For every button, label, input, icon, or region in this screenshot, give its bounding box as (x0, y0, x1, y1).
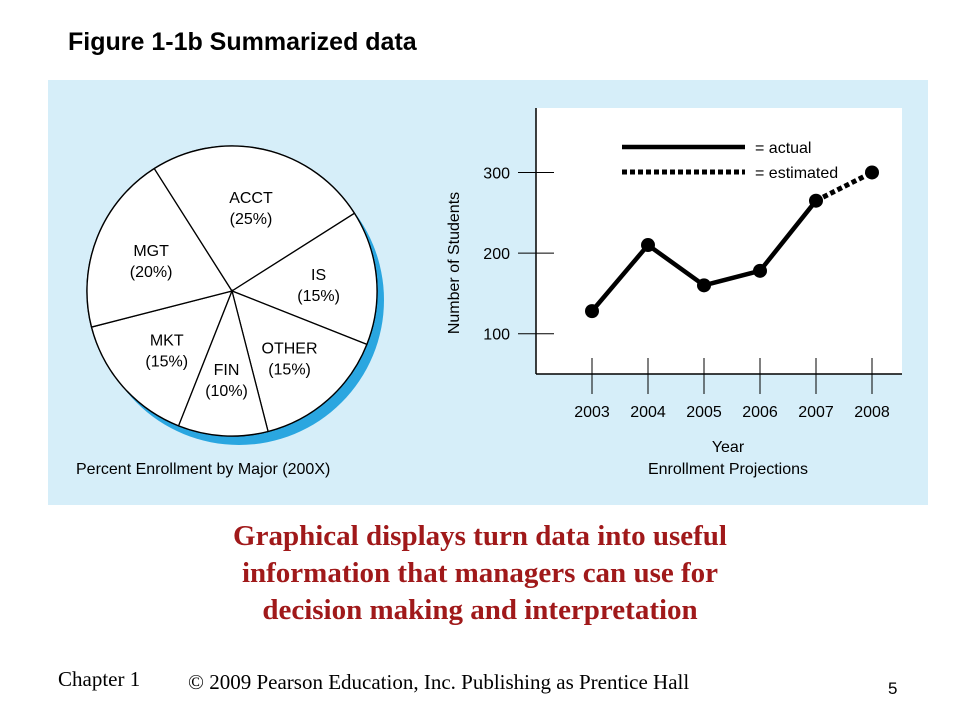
x-tick-label: 2004 (630, 404, 666, 421)
footer-copyright: © 2009 Pearson Education, Inc. Publishin… (188, 670, 690, 694)
line-chart: 100 200 300 2003 2004 2005 2006 2007 2008 = actua… (483, 108, 902, 421)
line-chart-ylabel: Number of Students (446, 192, 463, 334)
caption-line-2: information that managers can use for (241, 557, 719, 589)
pie-slice-label: OTHER (262, 340, 318, 357)
data-point (641, 238, 655, 253)
pie-slice-value-label: (15%) (145, 354, 188, 371)
pie-slice-acct (153, 145, 356, 292)
pie-slice-value-label: (15%) (268, 361, 311, 378)
page-number: 5 (888, 679, 898, 698)
figure-svg: MKT (15%) MGT (20%) ACCT (25%) IS (15%) OTHER (15… (76, 108, 902, 478)
caption: Graphical displays turn data into useful… (0, 518, 960, 629)
pie-slice-label: IS (311, 267, 326, 284)
data-point (753, 263, 767, 278)
pie-slice-mgt (86, 167, 234, 328)
plot-area (536, 108, 902, 374)
pie-slice-value-label: (10%) (205, 383, 248, 400)
y-tick-label: 100 (483, 327, 510, 344)
line-chart-xlabel: Year (712, 439, 745, 456)
x-tick-label: 2003 (574, 404, 610, 421)
pie-slice-is (230, 212, 378, 346)
data-point (865, 165, 879, 180)
pie-slice-value-label: (15%) (297, 288, 340, 305)
pie-slice-value-label: (20%) (130, 264, 173, 281)
figure-panel: MKT (15%) MGT (20%) ACCT (25%) IS (15%) OTHER (15… (48, 80, 928, 505)
pie-slice-label: MKT (150, 333, 184, 350)
x-tick-label: 2006 (742, 404, 778, 421)
legend-label: = estimated (755, 165, 838, 182)
pie-slice-value-label: (25%) (230, 211, 273, 228)
x-tick-label: 2008 (854, 404, 890, 421)
data-point (585, 304, 599, 319)
footer-chapter: Chapter 1 (58, 667, 141, 691)
pie-slice-other (231, 289, 368, 433)
caption-line-3: decision making and interpretation (262, 594, 698, 626)
x-tick-label: 2005 (686, 404, 722, 421)
pie-chart-title: Percent Enrollment by Major (200X) (76, 461, 330, 478)
x-tick-label: 2007 (798, 404, 834, 421)
pie-slice-label: FIN (214, 362, 240, 379)
caption-line-1: Graphical displays turn data into useful (233, 520, 727, 552)
pie-slice-mkt (90, 290, 234, 427)
legend-label: = actual (755, 140, 811, 157)
data-point (809, 193, 823, 208)
slide-title: Figure 1-1b Summarized data (68, 28, 417, 56)
pie-chart: MKT (15%) MGT (20%) ACCT (25%) IS (15%) OTHER (15… (86, 145, 384, 445)
data-point (697, 278, 711, 293)
y-tick-label: 200 (483, 246, 510, 263)
pie-slice-fin (177, 288, 269, 437)
line-chart-title: Enrollment Projections (648, 461, 808, 478)
pie-slice-label: ACCT (229, 190, 273, 207)
y-tick-label: 300 (483, 165, 510, 182)
pie-slice-label: MGT (133, 243, 169, 260)
series-line-estimated (814, 170, 874, 203)
